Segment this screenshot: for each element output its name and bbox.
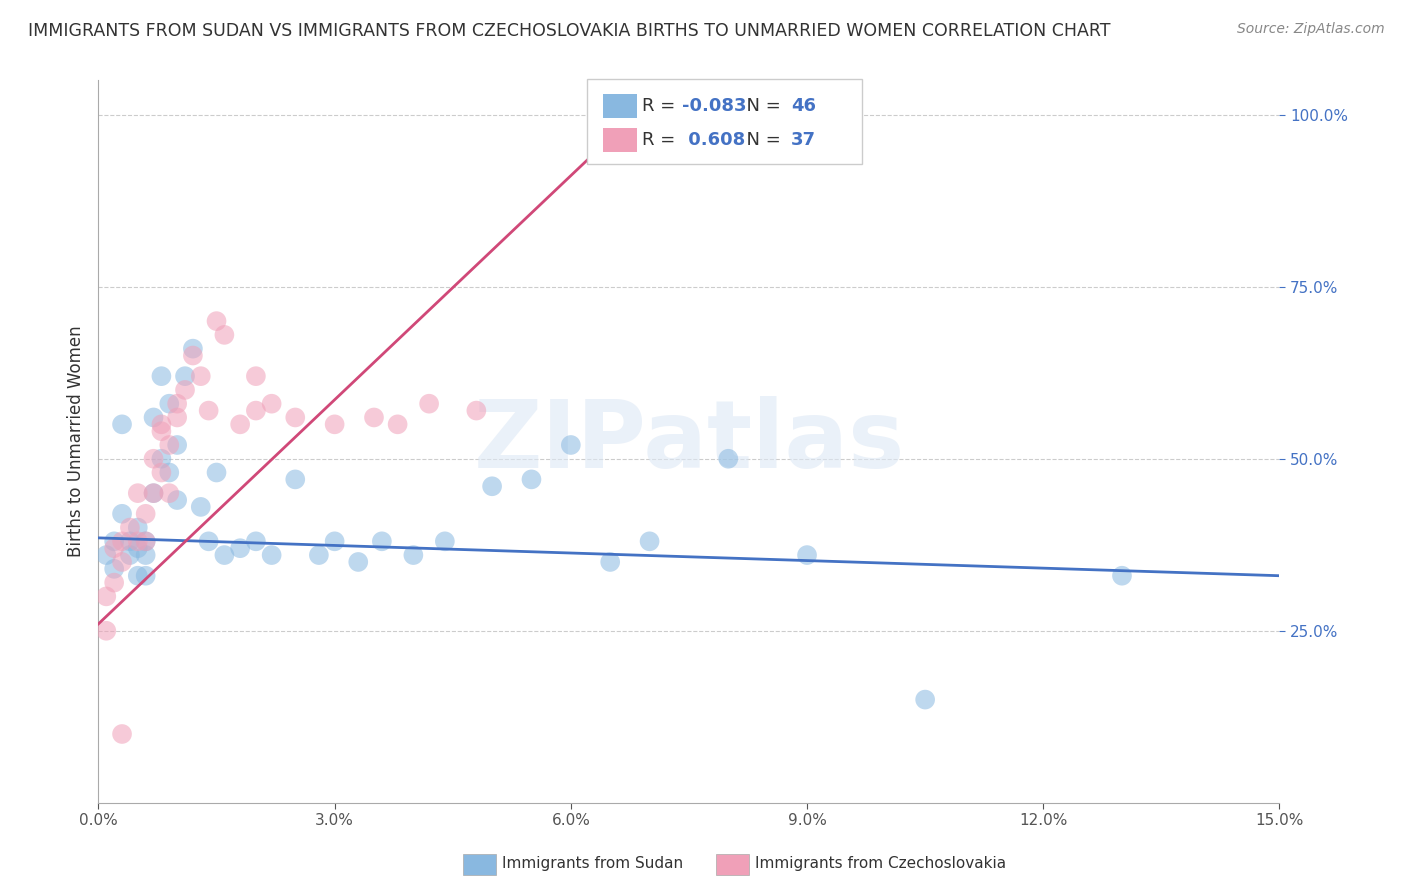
Point	[118, 534, 141, 549]
Point	[245, 403, 267, 417]
Point	[465, 403, 488, 417]
Point	[118, 548, 141, 562]
Point	[142, 410, 165, 425]
Point	[135, 548, 157, 562]
Point	[150, 424, 173, 438]
Text: -0.083: -0.083	[682, 97, 747, 115]
Point	[150, 417, 173, 432]
Point	[371, 534, 394, 549]
Point	[284, 472, 307, 486]
Point	[387, 417, 409, 432]
Point	[142, 486, 165, 500]
Point	[127, 486, 149, 500]
Point	[284, 410, 307, 425]
Point	[118, 520, 141, 534]
Point	[111, 727, 134, 741]
Point	[796, 548, 818, 562]
Point	[174, 383, 197, 397]
Point	[308, 548, 330, 562]
Point	[520, 472, 543, 486]
Point	[135, 568, 157, 582]
Text: IMMIGRANTS FROM SUDAN VS IMMIGRANTS FROM CZECHOSLOVAKIA BIRTHS TO UNMARRIED WOME: IMMIGRANTS FROM SUDAN VS IMMIGRANTS FROM…	[28, 22, 1111, 40]
Point	[157, 466, 180, 480]
Point	[190, 369, 212, 384]
Point	[157, 438, 180, 452]
Point	[418, 397, 440, 411]
Point	[229, 417, 252, 432]
Point	[103, 562, 125, 576]
Point	[717, 451, 740, 466]
Point	[599, 555, 621, 569]
Point	[111, 417, 134, 432]
Point	[205, 314, 228, 328]
Point	[214, 327, 236, 342]
Point	[229, 541, 252, 556]
Point	[323, 534, 346, 549]
Point	[166, 493, 188, 508]
Point	[103, 534, 125, 549]
Point	[157, 397, 180, 411]
Text: N =: N =	[735, 97, 786, 115]
Point	[135, 534, 157, 549]
Point	[150, 466, 173, 480]
Point	[914, 692, 936, 706]
Point	[245, 369, 267, 384]
Point	[174, 369, 197, 384]
Point	[127, 534, 149, 549]
Text: Immigrants from Czechoslovakia: Immigrants from Czechoslovakia	[755, 856, 1007, 871]
Point	[481, 479, 503, 493]
Text: Immigrants from Sudan: Immigrants from Sudan	[502, 856, 683, 871]
Point	[260, 548, 283, 562]
Point	[1111, 568, 1133, 582]
Point	[127, 520, 149, 534]
Point	[245, 534, 267, 549]
Text: N =: N =	[735, 131, 786, 149]
Point	[96, 548, 118, 562]
Point	[142, 486, 165, 500]
Point	[433, 534, 456, 549]
Point	[205, 466, 228, 480]
Point	[638, 534, 661, 549]
Point	[127, 541, 149, 556]
Point	[135, 507, 157, 521]
Text: R =: R =	[643, 131, 682, 149]
Point	[142, 451, 165, 466]
Point	[127, 568, 149, 582]
Point	[150, 451, 173, 466]
Point	[214, 548, 236, 562]
Point	[181, 349, 204, 363]
Point	[103, 541, 125, 556]
Point	[166, 397, 188, 411]
Point	[560, 438, 582, 452]
Point	[166, 410, 188, 425]
Text: 37: 37	[792, 131, 817, 149]
Point	[135, 534, 157, 549]
Text: R =: R =	[643, 97, 682, 115]
Point	[323, 417, 346, 432]
Point	[96, 624, 118, 638]
Text: 46: 46	[792, 97, 817, 115]
Point	[181, 342, 204, 356]
Text: 0.608: 0.608	[682, 131, 745, 149]
Point	[157, 486, 180, 500]
Point	[96, 590, 118, 604]
Y-axis label: Births to Unmarried Women: Births to Unmarried Women	[66, 326, 84, 558]
Point	[111, 555, 134, 569]
Point	[190, 500, 212, 514]
Text: ZIPatlas: ZIPatlas	[474, 395, 904, 488]
Point	[363, 410, 385, 425]
Point	[166, 438, 188, 452]
Text: Source: ZipAtlas.com: Source: ZipAtlas.com	[1237, 22, 1385, 37]
Point	[260, 397, 283, 411]
Point	[197, 403, 219, 417]
Point	[402, 548, 425, 562]
Point	[103, 575, 125, 590]
Point	[111, 534, 134, 549]
Point	[197, 534, 219, 549]
Point	[111, 507, 134, 521]
Point	[150, 369, 173, 384]
Point	[347, 555, 370, 569]
